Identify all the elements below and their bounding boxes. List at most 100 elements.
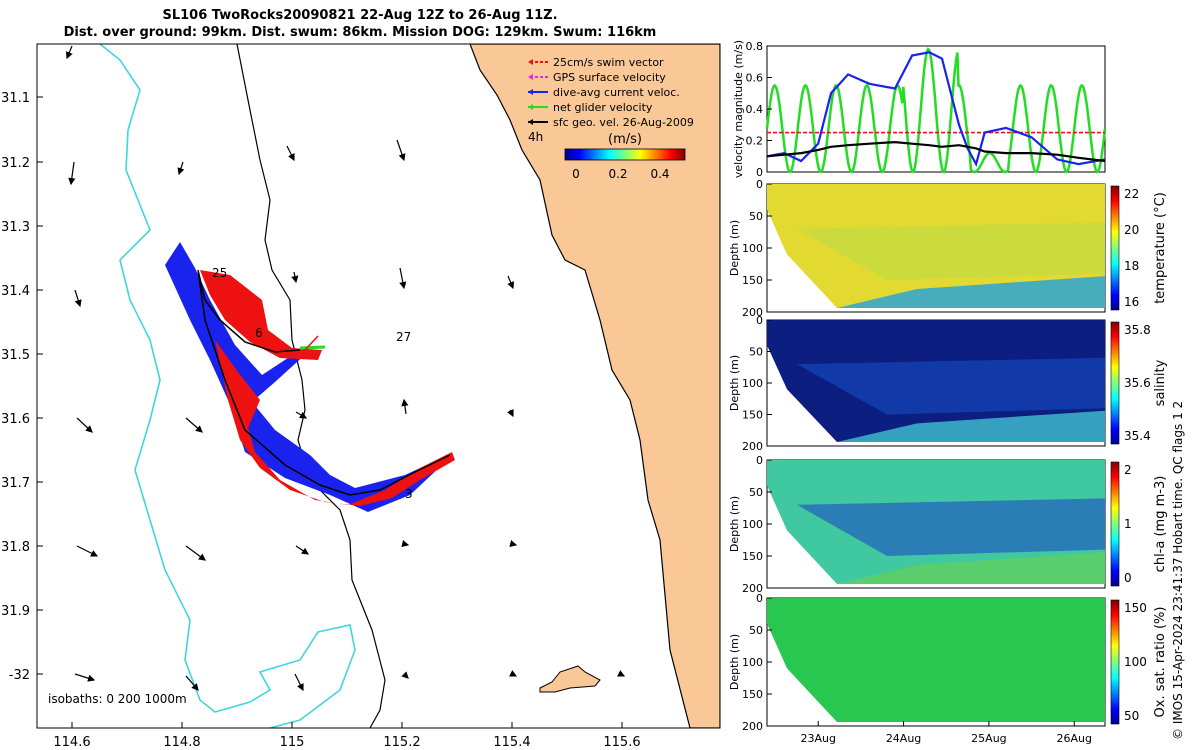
colorbar-tick-label: 100: [1124, 655, 1147, 669]
velocity-ytick-label: 0.2: [746, 135, 764, 148]
colorbar-tick-label: 18: [1124, 259, 1139, 273]
depth-tick-label: 150: [742, 688, 763, 701]
section-mid-fill: [797, 222, 1105, 280]
legend-arrowhead: [528, 104, 533, 110]
colorbar-tick-label: 35.8: [1124, 323, 1151, 337]
colorbar-label: Ox. sat. ratio (%): [1153, 607, 1168, 718]
section-colorbar: [1110, 461, 1120, 587]
colorbar-tick-label: 35.6: [1124, 376, 1151, 390]
velocity-series-geo: [766, 140, 1106, 163]
map-ytick-label: 31.5: [1, 348, 30, 363]
map-xtick-label: 115: [280, 735, 305, 750]
day-label: 25: [212, 266, 227, 280]
section-deep-fill: [837, 276, 1105, 308]
map-xtick-label: 114.6: [53, 735, 90, 750]
chart-subtitle: Dist. over ground: 99km. Dist. swum: 86k…: [63, 25, 657, 40]
depth-tick-label: 150: [742, 409, 763, 422]
legend-arrowhead: [528, 59, 533, 65]
velocity-ylabel: velocity magnitude (m/s): [732, 40, 745, 178]
depth-tick-label: 50: [749, 624, 763, 637]
section-mid-fill: [797, 636, 1105, 694]
map-ytick-label: 31.9: [1, 604, 30, 619]
depth-tick-label: 100: [742, 377, 763, 390]
colorbar-unit-label: (m/s): [608, 132, 642, 147]
land-area: [469, 44, 720, 728]
depth-axis-label: Depth (m): [728, 496, 741, 552]
colorbar-tick-label: 20: [1124, 223, 1139, 237]
section-deep-fill: [837, 690, 1105, 722]
chart-title: SL106 TwoRocks20090821 22-Aug 12Z to 26-…: [162, 8, 558, 23]
depth-tick-label: 100: [742, 656, 763, 669]
section-colorbar: [1110, 185, 1120, 311]
isobaths-label: isobaths: 0 200 1000m: [48, 692, 187, 706]
map-ytick-label: 31.8: [1, 540, 30, 555]
time-tick-label: 25Aug: [971, 732, 1006, 745]
map-ytick-label: 31.7: [1, 476, 30, 491]
depth-tick-label: 0: [756, 454, 763, 467]
map-panel: 25 6 27 3: [37, 44, 720, 728]
section-mid-fill: [797, 498, 1105, 556]
time-tick-label: 24Aug: [886, 732, 921, 745]
depth-tick-label: 50: [749, 210, 763, 223]
velocity-ytick-label: 0.4: [746, 103, 764, 116]
legend-arrowhead: [528, 89, 533, 95]
isobath-200m: [236, 44, 386, 728]
velocity-ytick-label: 0.8: [746, 40, 764, 53]
colorbar-time-label: 4h: [528, 130, 543, 144]
velocity-ytick-label: 0.6: [746, 72, 764, 85]
day-label: 3: [405, 487, 413, 501]
depth-axis-label: Depth (m): [728, 355, 741, 411]
depth-tick-label: 150: [742, 550, 763, 563]
legend-entry: net glider velocity: [553, 101, 653, 114]
gps-velocity-arrow: [304, 335, 319, 351]
depth-tick-label: 200: [742, 582, 763, 595]
map-xtick-label: 115.2: [383, 735, 420, 750]
map-legend: 25cm/s swim vector GPS surface velocity di…: [528, 56, 694, 129]
colorbar-tick-label: 150: [1124, 601, 1147, 615]
depth-tick-label: 100: [742, 518, 763, 531]
colorbar-tick: 0: [572, 167, 580, 181]
dac-track-band: [165, 242, 448, 512]
legend-entry: sfc geo. vel. 26-Aug-2009: [553, 116, 694, 129]
depth-tick-label: 150: [742, 274, 763, 287]
net-velocity-arrow: [299, 345, 326, 350]
depth-axis-label: Depth (m): [728, 634, 741, 690]
depth-tick-label: 50: [749, 486, 763, 499]
colorbar-tick-label: 0: [1124, 571, 1132, 585]
colorbar-label: salinity: [1153, 359, 1168, 406]
map-frame: [36, 43, 721, 729]
map-axes: 114.6 114.8 115 115.2 115.4 115.6 31.1 31.2 31.3…: [1, 91, 641, 750]
depth-tick-label: 200: [742, 306, 763, 319]
depth-tick-label: 0: [756, 314, 763, 327]
depth-tick-label: 0: [756, 592, 763, 605]
map-xtick-label: 115.6: [603, 735, 640, 750]
depth-axis-label: Depth (m): [728, 220, 741, 276]
section-deep-fill: [837, 552, 1105, 584]
map-ytick-label: 31.6: [1, 412, 30, 427]
section-colorbar: [1110, 321, 1120, 445]
velocity-series-dac: [766, 51, 1106, 168]
legend-arrowhead: [528, 119, 533, 125]
map-colorbar: [564, 148, 686, 161]
map-xtick-label: 114.8: [163, 735, 200, 750]
section-colorbar: [1110, 599, 1120, 725]
colorbar-tick-label: 2: [1124, 463, 1132, 477]
day-label: 27: [396, 330, 411, 344]
isobath-1000m: [99, 44, 356, 728]
velocity-ytick-label: 0: [756, 166, 763, 179]
legend-entry: GPS surface velocity: [553, 71, 666, 84]
map-xtick-label: 115.4: [493, 735, 530, 750]
swim-vectors-upper: [200, 270, 322, 360]
colorbar-tick-label: 35.4: [1124, 429, 1151, 443]
time-tick-label: 23Aug: [800, 732, 835, 745]
depth-tick-label: 50: [749, 346, 763, 359]
day-label: 6: [255, 326, 263, 340]
time-tick-label: 26Aug: [1057, 732, 1092, 745]
colorbar-tick-label: 50: [1124, 709, 1139, 723]
section-mid-fill: [797, 357, 1105, 415]
map-ytick-label: 31.1: [1, 91, 30, 106]
colorbar-tick-label: 1: [1124, 517, 1132, 531]
section-deep-fill: [837, 410, 1105, 442]
